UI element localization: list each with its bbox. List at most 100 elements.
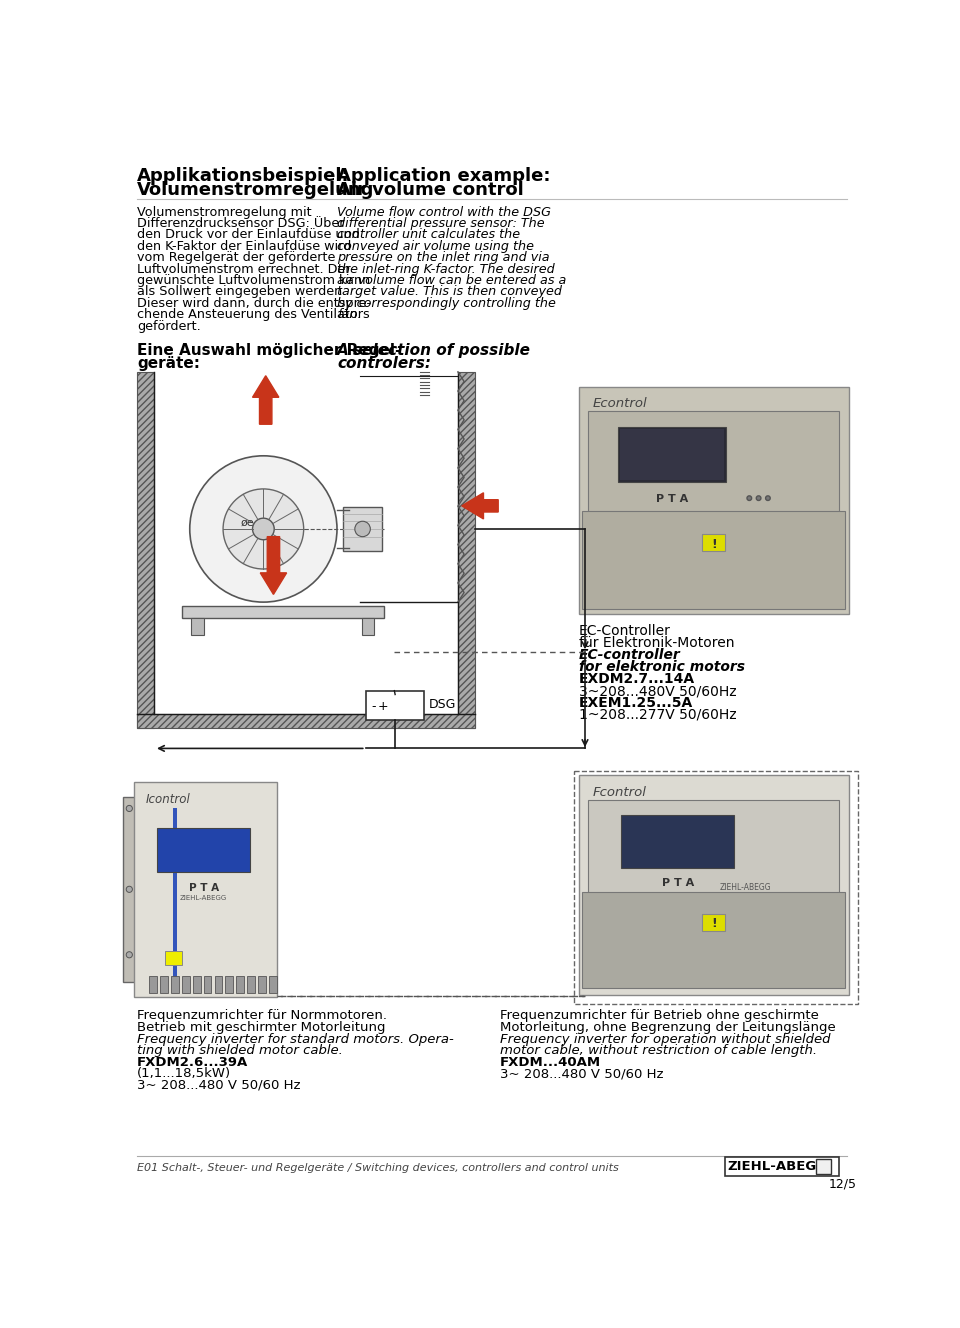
Bar xyxy=(620,429,724,479)
Text: EC-controller: EC-controller xyxy=(579,648,681,663)
Circle shape xyxy=(765,495,770,501)
Text: ZIEHL-ABEGG: ZIEHL-ABEGG xyxy=(728,1159,828,1173)
Text: by correspondingly controlling the: by correspondingly controlling the xyxy=(337,296,556,309)
Circle shape xyxy=(355,522,371,537)
Bar xyxy=(621,815,733,867)
Polygon shape xyxy=(462,493,498,519)
Polygon shape xyxy=(260,537,287,595)
Text: air volume flow can be entered as a: air volume flow can be entered as a xyxy=(337,274,566,287)
Bar xyxy=(226,976,233,992)
Text: Air volume control: Air volume control xyxy=(337,181,524,199)
Bar xyxy=(588,412,839,530)
Text: ZIEHL-ABEGG: ZIEHL-ABEGG xyxy=(180,895,228,902)
Bar xyxy=(582,511,846,610)
Text: Volumenstromregelung: Volumenstromregelung xyxy=(137,181,374,199)
Bar xyxy=(193,976,201,992)
Bar xyxy=(182,976,190,992)
Bar xyxy=(574,770,858,1004)
Circle shape xyxy=(756,495,761,501)
Bar xyxy=(247,976,254,992)
Text: Eine Auswahl möglicher Regel-: Eine Auswahl möglicher Regel- xyxy=(137,343,401,357)
Bar xyxy=(366,691,423,720)
Text: controller unit calculates the: controller unit calculates the xyxy=(337,228,520,242)
Bar xyxy=(725,1157,839,1175)
Text: als Sollwert eingegeben werden.: als Sollwert eingegeben werden. xyxy=(137,286,347,299)
Text: P T A: P T A xyxy=(188,883,219,894)
Bar xyxy=(137,713,475,728)
Bar xyxy=(214,976,223,992)
Text: +: + xyxy=(377,700,388,713)
Circle shape xyxy=(190,456,337,602)
Text: Frequenzumrichter für Normmotoren.: Frequenzumrichter für Normmotoren. xyxy=(137,1009,387,1023)
Bar xyxy=(191,619,204,635)
Bar xyxy=(160,976,168,992)
Text: Motorleitung, ohne Begrenzung der Leitungslänge: Motorleitung, ohne Begrenzung der Leitun… xyxy=(500,1021,835,1035)
Bar xyxy=(123,797,137,981)
Bar xyxy=(258,976,266,992)
Text: Fcontrol: Fcontrol xyxy=(592,786,647,799)
Bar xyxy=(157,827,251,872)
Bar xyxy=(362,619,374,635)
Text: ZIEHL-ABEGG: ZIEHL-ABEGG xyxy=(720,883,771,892)
Text: conveyed air volume using the: conveyed air volume using the xyxy=(337,240,534,252)
Text: for elektronic motors: for elektronic motors xyxy=(579,660,745,675)
Bar xyxy=(579,386,849,614)
Bar xyxy=(173,809,178,977)
Text: FXDM2.6...39A: FXDM2.6...39A xyxy=(137,1056,249,1069)
Polygon shape xyxy=(252,376,278,424)
Text: A selection of possible: A selection of possible xyxy=(337,343,531,357)
Text: Differenzdrucksensor DSG: Über: Differenzdrucksensor DSG: Über xyxy=(137,216,345,230)
Bar xyxy=(582,891,846,988)
Text: Dieser wird dann, durch die entspre-: Dieser wird dann, durch die entspre- xyxy=(137,296,372,309)
Text: Econtrol: Econtrol xyxy=(592,397,647,410)
Text: 12/5: 12/5 xyxy=(829,1178,857,1190)
Circle shape xyxy=(252,518,275,539)
Text: P T A: P T A xyxy=(656,494,688,505)
Bar xyxy=(171,976,179,992)
Text: Frequency inverter for operation without shielded: Frequency inverter for operation without… xyxy=(500,1033,830,1045)
Text: 3~208...480V 50/60Hz: 3~208...480V 50/60Hz xyxy=(579,684,736,699)
Bar xyxy=(137,372,155,728)
Text: the inlet-ring K-factor. The desired: the inlet-ring K-factor. The desired xyxy=(337,263,555,275)
Bar xyxy=(165,951,182,964)
Bar xyxy=(134,781,277,997)
Text: P T A: P T A xyxy=(661,878,694,888)
Text: differential pressure sensor: The: differential pressure sensor: The xyxy=(337,216,544,230)
Text: EC-Controller: EC-Controller xyxy=(579,624,671,639)
Text: -: - xyxy=(372,700,375,713)
Text: Frequenzumrichter für Betrieb ohne geschirmte: Frequenzumrichter für Betrieb ohne gesch… xyxy=(500,1009,819,1023)
Text: ting with shielded motor cable.: ting with shielded motor cable. xyxy=(137,1044,343,1057)
Text: Volume flow control with the DSG: Volume flow control with the DSG xyxy=(337,206,551,219)
Text: fan.: fan. xyxy=(337,308,362,321)
Circle shape xyxy=(126,805,132,811)
Text: Volumenstromregelung mit: Volumenstromregelung mit xyxy=(137,206,312,219)
Text: gewünschte Luftvolumenstrom kann: gewünschte Luftvolumenstrom kann xyxy=(137,274,371,287)
Bar xyxy=(579,776,849,995)
Circle shape xyxy=(223,489,303,568)
Bar xyxy=(204,976,211,992)
Text: target value. This is then conveyed: target value. This is then conveyed xyxy=(337,286,562,299)
Text: !: ! xyxy=(710,538,716,551)
Text: den Druck vor der Einlaufdüse und: den Druck vor der Einlaufdüse und xyxy=(137,228,360,242)
Bar xyxy=(588,799,839,910)
Bar xyxy=(269,976,276,992)
Text: DSG: DSG xyxy=(428,699,456,712)
Text: gefördert.: gefördert. xyxy=(137,320,201,332)
Text: FXDM...40AM: FXDM...40AM xyxy=(500,1056,601,1069)
Text: den K-Faktor der Einlaufdüse wird: den K-Faktor der Einlaufdüse wird xyxy=(137,240,351,252)
Text: controlers:: controlers: xyxy=(337,356,431,371)
Text: pressure on the inlet ring and via: pressure on the inlet ring and via xyxy=(337,251,550,264)
Text: vom Regelgerät der geförderte: vom Regelgerät der geförderte xyxy=(137,251,335,264)
Bar xyxy=(150,976,157,992)
Bar xyxy=(702,534,725,551)
Bar xyxy=(702,914,725,931)
Bar xyxy=(182,606,383,619)
Text: 3~ 208...480 V 50/60 Hz: 3~ 208...480 V 50/60 Hz xyxy=(137,1078,300,1092)
Bar xyxy=(617,426,726,482)
Text: motor cable, without restriction of cable length.: motor cable, without restriction of cabl… xyxy=(500,1044,817,1057)
Text: Betrieb mit geschirmter Motorleitung: Betrieb mit geschirmter Motorleitung xyxy=(137,1021,386,1035)
Circle shape xyxy=(747,495,752,501)
Text: E01 Schalt-, Steuer- und Regelgeräte / Switching devices, controllers and contro: E01 Schalt-, Steuer- und Regelgeräte / S… xyxy=(137,1163,619,1174)
Text: Application example:: Application example: xyxy=(337,167,550,185)
Bar xyxy=(816,1159,831,1174)
